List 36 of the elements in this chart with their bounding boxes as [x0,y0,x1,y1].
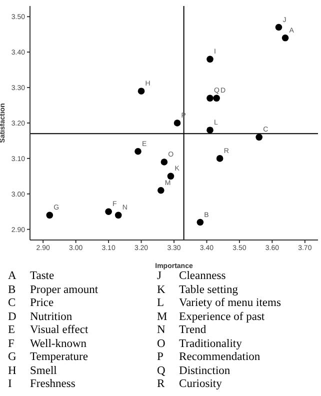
point [160,158,168,166]
text: I Freshness [8,378,76,390]
text: L Variety of menu items [157,297,281,309]
point [167,172,174,180]
point [105,208,112,216]
point [216,155,224,162]
text: F Well-known [8,338,87,350]
text: N Trend [157,324,206,338]
text: O Traditionality [157,338,242,351]
text: G Temperature [8,351,88,364]
text: K Table setting [157,284,238,297]
text: R Curiosity [157,378,222,390]
point [196,218,204,226]
point [206,126,214,134]
point [213,94,220,102]
point [206,94,214,102]
text: E Visual effect [8,324,88,336]
text: D Nutrition [8,310,72,324]
text: H Smell [8,364,57,378]
text: P Recommendation [157,351,260,363]
text: B Proper amount [8,284,98,296]
point [275,24,282,31]
point [282,34,289,42]
point [114,212,122,219]
text: C Price [8,297,54,309]
text: Q Distinction [157,364,230,378]
point [256,134,262,141]
text: A Taste [8,270,54,284]
text: M Experience of past [157,310,265,324]
text: J Cleanness [157,270,226,282]
point [206,56,214,63]
point [174,120,181,126]
point [158,186,164,194]
point [138,88,145,94]
point [134,148,142,155]
point [46,212,54,219]
